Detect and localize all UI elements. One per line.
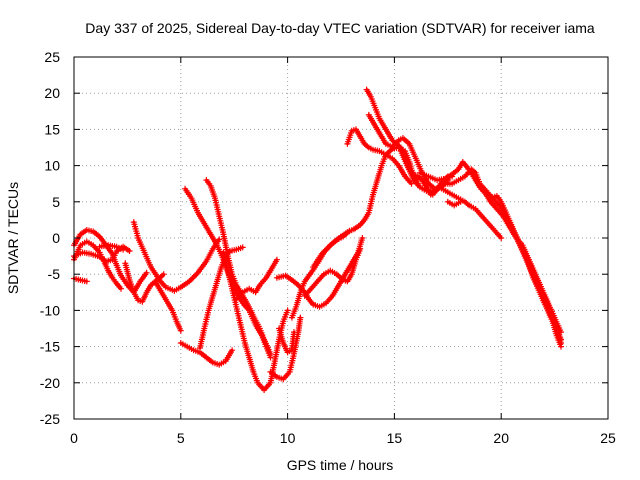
x-tick-label: 5 (177, 430, 185, 446)
plus-marker (267, 314, 304, 383)
axis-ticks: 0 5 10 15 20 25 -25 -20 -15 -10 -5 0 5 10 15 20 25 (40, 49, 616, 446)
plus-marker (96, 242, 127, 253)
series-arc-12 (203, 177, 274, 357)
data-series (71, 86, 564, 393)
plus-marker (233, 256, 280, 303)
x-tick-label: 0 (70, 430, 78, 446)
series-arc-15 (267, 314, 304, 383)
series-arc-27 (444, 198, 464, 209)
y-tick-label: 15 (44, 121, 60, 137)
plus-marker (515, 238, 564, 343)
plus-marker (310, 144, 421, 270)
series-arc-5 (96, 242, 127, 253)
series-arc-16 (276, 325, 297, 356)
y-tick-label: 25 (44, 49, 60, 65)
plus-marker (444, 198, 464, 209)
y-tick-label: -25 (40, 411, 60, 427)
y-tick-label: 0 (52, 230, 60, 246)
y-tick-label: 5 (52, 194, 60, 210)
series-arc-21 (344, 126, 415, 187)
plus-marker (203, 177, 274, 357)
series-arc-14 (233, 256, 280, 303)
plus-marker (177, 340, 236, 368)
series-arc-9 (177, 340, 236, 368)
x-tick-label: 25 (600, 430, 616, 446)
y-tick-label: -15 (40, 339, 60, 355)
plus-marker (276, 325, 297, 356)
x-tick-label: 20 (493, 430, 509, 446)
y-axis-label: SDTVAR / TECUs (5, 182, 21, 294)
y-tick-label: 20 (44, 85, 60, 101)
plus-marker (197, 244, 246, 351)
plus-marker (301, 245, 364, 299)
series-arc-19 (301, 245, 364, 299)
plus-marker (130, 219, 223, 294)
series-arc-20 (310, 144, 421, 270)
y-tick-label: -10 (40, 302, 60, 318)
series-arc-11 (197, 244, 246, 351)
series-arc-29 (515, 238, 564, 343)
plus-marker (344, 126, 415, 187)
plus-marker (152, 278, 184, 334)
chart-title: Day 337 of 2025, Sidereal Day-to-day VTE… (85, 20, 595, 36)
y-tick-label: -5 (48, 266, 61, 282)
series-arc-8 (152, 278, 184, 334)
x-tick-label: 10 (280, 430, 296, 446)
y-tick-label: -20 (40, 375, 60, 391)
y-tick-label: 10 (44, 158, 60, 174)
x-axis-label: GPS time / hours (287, 457, 394, 473)
grid-lines (74, 57, 608, 419)
series-arc-7 (130, 219, 223, 294)
x-tick-label: 15 (387, 430, 403, 446)
